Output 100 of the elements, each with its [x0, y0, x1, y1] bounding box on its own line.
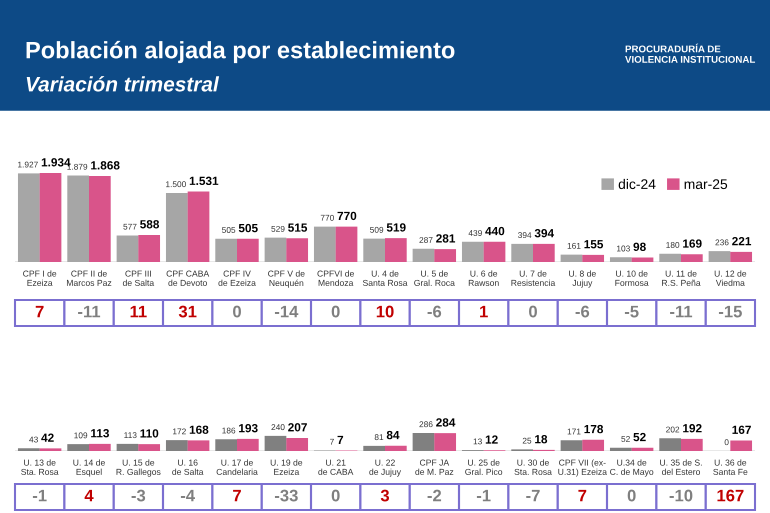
data-label: 1.868 — [91, 161, 120, 170]
data-label: 52 — [621, 436, 630, 442]
data-label: 110 — [140, 429, 158, 438]
data-label: 770 — [320, 214, 334, 221]
data-label: 172 — [173, 428, 186, 434]
x-tick-label: U. 6 de Rawson — [468, 270, 499, 286]
text: 0 — [233, 306, 241, 318]
bar — [533, 244, 555, 262]
text: -15 — [718, 306, 742, 318]
x-tick-label: CPF I de Ezeiza — [23, 270, 56, 286]
bar — [659, 438, 681, 451]
data-label: 394 — [534, 229, 554, 238]
bar — [582, 254, 604, 262]
data-label: 12 — [486, 435, 498, 444]
bar — [511, 244, 533, 262]
bar — [40, 448, 62, 451]
data-label: 515 — [288, 224, 308, 232]
data-label: 42 — [41, 433, 54, 442]
bar — [632, 448, 654, 451]
bar — [632, 257, 654, 262]
data-label: 529 — [271, 226, 285, 232]
bar — [610, 448, 632, 451]
data-label: 155 — [584, 240, 604, 248]
x-tick-label: U. 17 de Candelaria — [216, 459, 258, 475]
data-label: 7 — [338, 436, 344, 444]
data-label: 98 — [633, 242, 646, 251]
data-label: 202 — [666, 426, 680, 432]
text: -4 — [180, 490, 195, 502]
data-label: 178 — [584, 424, 604, 434]
bar — [730, 252, 752, 262]
data-label: 577 — [123, 224, 137, 230]
text: -1 — [32, 490, 47, 502]
x-tick-label: CPF III de Salta — [122, 270, 154, 286]
bar — [708, 251, 730, 262]
data-label: 281 — [436, 234, 456, 243]
bar — [363, 446, 385, 451]
bar — [67, 444, 89, 451]
bar — [215, 238, 237, 262]
bar — [237, 238, 259, 262]
text: -1 — [476, 490, 491, 502]
data-label: 18 — [535, 435, 548, 444]
bar — [582, 440, 604, 451]
x-tick-label: U. 11 de R.S. Peña — [662, 270, 701, 286]
data-label: 109 — [74, 432, 88, 438]
bar — [462, 242, 484, 262]
data-label: 1.927 — [18, 162, 38, 168]
bar — [166, 192, 188, 262]
bar — [237, 438, 259, 451]
data-label: 439 — [468, 230, 482, 236]
data-label: 240 — [271, 424, 285, 430]
x-tick-label: U. 14 de Esquel — [73, 459, 105, 477]
data-label: 43 — [29, 436, 38, 442]
chart-subtitle: Variación trimestral — [26, 76, 220, 92]
bar — [286, 438, 308, 451]
bar — [314, 226, 336, 262]
x-tick-label: U. 22 de Jujuy — [369, 460, 402, 477]
text: 0 — [529, 306, 537, 318]
bar — [730, 440, 752, 451]
text: PROCURADURÍA DE VIOLENCIA INSTITUCIONAL — [625, 44, 756, 63]
x-tick-label: U. 7 de Resistencia — [511, 270, 556, 286]
data-label: 13 — [474, 438, 482, 444]
x-tick-label: U. 30 de Sta. Rosa — [514, 459, 552, 475]
data-label: 192 — [683, 424, 702, 432]
bar — [67, 176, 89, 262]
bar — [412, 248, 434, 262]
text: 0 — [332, 306, 340, 318]
text: -6 — [576, 306, 590, 318]
bar — [385, 238, 407, 262]
x-tick-label: U. 16 de Salta — [172, 460, 204, 475]
text: -11 — [670, 306, 692, 318]
bar — [138, 444, 160, 451]
text: -33 — [274, 490, 298, 502]
bar — [264, 238, 286, 262]
text: 0 — [628, 490, 636, 502]
x-tick-label: U. 21 de CABA — [318, 460, 354, 475]
bar — [385, 446, 407, 451]
bar — [188, 192, 210, 262]
x-tick-label: U. 19 de Ezeiza — [270, 459, 302, 475]
bar — [560, 254, 582, 262]
data-label: 519 — [386, 223, 406, 232]
text: 0 — [332, 490, 340, 502]
bar — [434, 249, 456, 262]
data-label: 180 — [666, 242, 680, 248]
x-tick-label: CPF VII (ex-U.31) Ezeiza — [558, 459, 607, 477]
data-label: 286 — [419, 421, 433, 428]
data-label: 236 — [715, 239, 729, 246]
data-label: 440 — [485, 226, 504, 236]
bar — [363, 238, 385, 262]
bar — [166, 440, 188, 451]
x-tick-label: U. 5 de Gral. Roca — [414, 270, 455, 286]
data-label: 81 — [374, 434, 384, 440]
text: 7 — [578, 490, 586, 502]
x-tick-label: CPF II de Marcos Paz — [66, 270, 112, 286]
data-label: 25 — [522, 438, 532, 444]
data-label: 168 — [190, 426, 208, 434]
bar — [89, 176, 111, 262]
bar — [610, 257, 632, 262]
text: 3 — [380, 490, 390, 502]
bar — [434, 433, 456, 451]
bar — [286, 238, 308, 262]
